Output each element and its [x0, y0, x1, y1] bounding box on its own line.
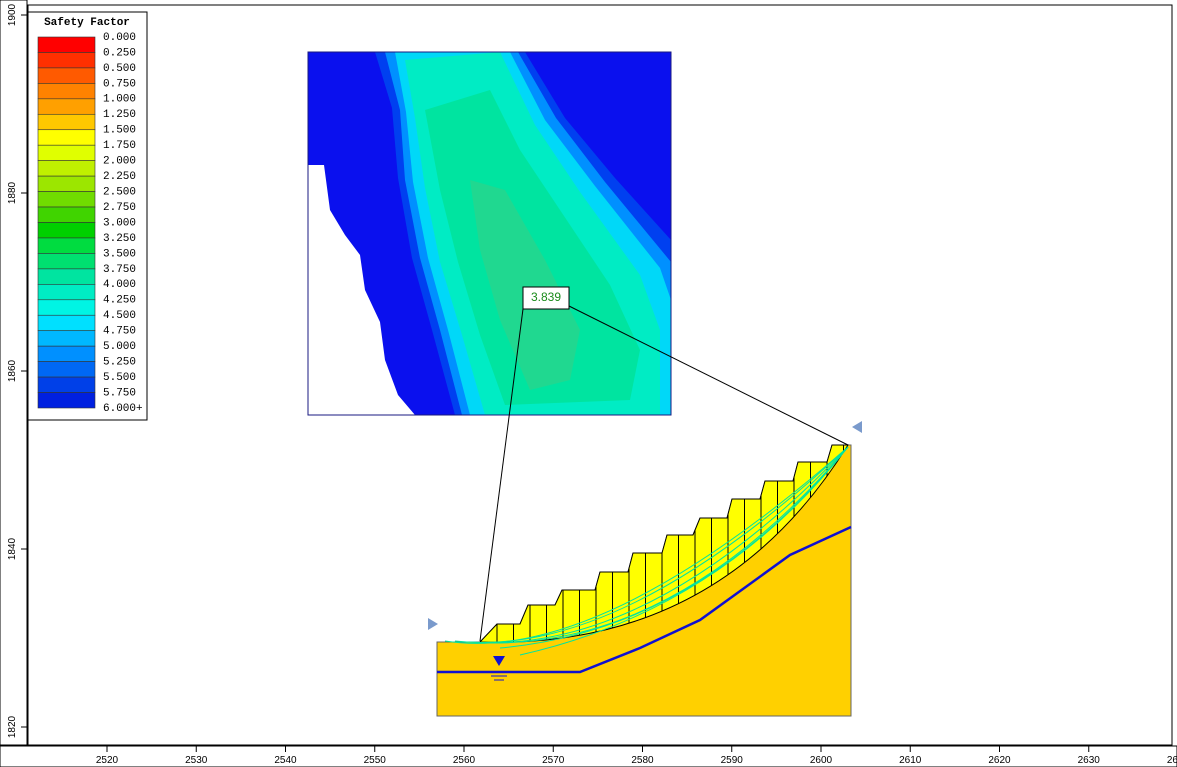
legend-label: 4.000 [103, 279, 136, 291]
legend-swatch [38, 207, 95, 222]
legend-swatch [38, 393, 95, 408]
x-tick-label: 2640 [1167, 755, 1177, 766]
safety-factor-label: 3.839 [531, 290, 561, 304]
legend-swatch [38, 37, 95, 52]
legend-swatch [38, 145, 95, 160]
legend-swatch [38, 284, 95, 299]
legend-label: 2.750 [103, 202, 136, 214]
legend-label: 1.250 [103, 109, 136, 121]
legend-swatch [38, 83, 95, 98]
legend-swatch [38, 300, 95, 315]
legend-label: 2.000 [103, 156, 136, 168]
legend-swatch [38, 238, 95, 253]
legend-label: 3.750 [103, 264, 136, 276]
y-tick-label: 1840 [7, 537, 18, 560]
legend-swatch [38, 223, 95, 238]
x-tick-label: 2600 [810, 755, 833, 766]
y-tick-label: 1900 [7, 3, 18, 26]
x-tick-label: 2630 [1078, 755, 1101, 766]
legend-swatch [38, 192, 95, 207]
x-tick-label: 2610 [899, 755, 922, 766]
legend-title: Safety Factor [44, 17, 130, 29]
x-tick-label: 2540 [274, 755, 297, 766]
x-tick-label: 2560 [453, 755, 476, 766]
annotation: 3.839 [523, 287, 569, 309]
slide-interpret-view: 3.839 Safety Factor 0.000 0.250 0.500 0.750… [0, 0, 1177, 767]
legend-label: 0.750 [103, 78, 136, 90]
legend-label: 3.000 [103, 217, 136, 229]
legend-label: 0.500 [103, 63, 136, 75]
legend-label: 5.500 [103, 372, 136, 384]
legend-label: 3.250 [103, 233, 136, 245]
legend-swatch [38, 52, 95, 67]
legend-swatch [38, 253, 95, 268]
legend-label: 0.000 [103, 32, 136, 44]
legend-label: 3.500 [103, 248, 136, 260]
x-tick-label: 2550 [364, 755, 387, 766]
legend-label: 4.500 [103, 310, 136, 322]
legend: Safety Factor 0.000 0.250 0.500 0.750 1.000 1… [28, 12, 147, 420]
legend-swatch [38, 362, 95, 377]
legend-label: 5.750 [103, 387, 136, 399]
legend-swatch [38, 331, 95, 346]
contour-inset [308, 52, 671, 415]
legend-swatch [38, 346, 95, 361]
legend-swatch [38, 114, 95, 129]
legend-label: 6.000+ [103, 403, 143, 415]
legend-swatch [38, 176, 95, 191]
x-tick-label: 2530 [185, 755, 208, 766]
x-tick-label: 2580 [631, 755, 654, 766]
x-tick-label: 2570 [542, 755, 565, 766]
legend-swatch [38, 161, 95, 176]
x-tick-label: 2590 [721, 755, 744, 766]
legend-swatch [38, 68, 95, 83]
legend-swatch [38, 130, 95, 145]
y-tick-label: 1820 [7, 715, 18, 738]
x-tick-label: 2620 [988, 755, 1011, 766]
legend-swatch [38, 315, 95, 330]
legend-label: 5.250 [103, 357, 136, 369]
legend-swatch [38, 99, 95, 114]
legend-label: 5.000 [103, 341, 136, 353]
legend-label: 2.500 [103, 186, 136, 198]
legend-swatch [38, 269, 95, 284]
legend-label: 1.750 [103, 140, 136, 152]
x-tick-label: 2520 [96, 755, 119, 766]
legend-label: 0.250 [103, 47, 136, 59]
legend-label: 1.000 [103, 94, 136, 106]
legend-label: 1.500 [103, 125, 136, 137]
legend-label: 4.750 [103, 326, 136, 338]
y-tick-label: 1880 [7, 181, 18, 204]
legend-swatch [38, 377, 95, 392]
y-tick-label: 1860 [7, 359, 18, 382]
legend-label: 4.250 [103, 295, 136, 307]
legend-label: 2.250 [103, 171, 136, 183]
